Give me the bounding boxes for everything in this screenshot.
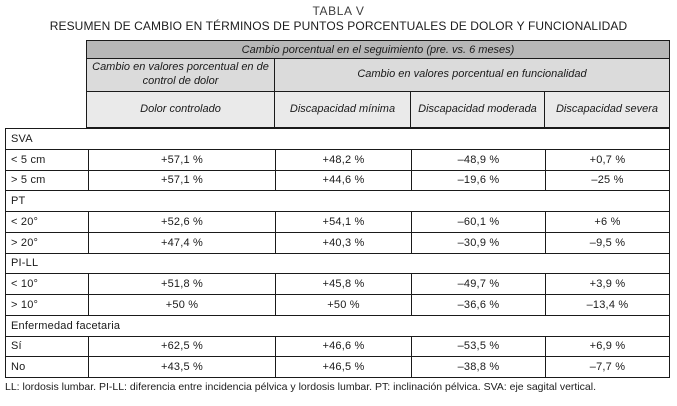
table-title: RESUMEN DE CAMBIO EN TÉRMINOS DE PUNTOS … xyxy=(49,19,628,33)
column-header-dolor-controlado: Dolor controlado xyxy=(140,102,221,115)
cell-discapacidad-minima: +45,8 % xyxy=(275,274,411,294)
table-row: < 5 cm +57,1 % +48,2 % –48,9 % +0,7 % xyxy=(6,148,669,170)
row-label: > 20° xyxy=(11,236,39,249)
cell-discapacidad-severa: –7,7 % xyxy=(545,357,669,377)
footnote: LL: lordosis lumbar. PI-LL: diferencia e… xyxy=(5,381,597,393)
cell-dolor-controlado: +51,8 % xyxy=(88,274,275,294)
row-label: > 5 cm xyxy=(11,174,46,187)
cell-dolor-controlado: +57,1 % xyxy=(88,149,275,170)
cell-discapacidad-minima: +50 % xyxy=(275,295,411,315)
cell-discapacidad-severa: +3,9 % xyxy=(545,274,669,294)
header-followup-span: Cambio porcentual en el seguimiento (pre… xyxy=(87,41,669,59)
cell-discapacidad-minima: +54,1 % xyxy=(275,212,411,232)
section-label: PI-LL xyxy=(11,257,39,270)
section-label: PT xyxy=(11,195,26,208)
header-group-row: Cambio en valores porcentual en de contr… xyxy=(87,59,669,92)
cell-discapacidad-moderada: –19,6 % xyxy=(411,170,545,191)
cell-discapacidad-moderada: –49,7 % xyxy=(411,274,545,294)
cell-dolor-controlado: +47,4 % xyxy=(88,232,275,253)
header-function-group: Cambio en valores porcentual en funciona… xyxy=(274,59,669,91)
cell-discapacidad-minima: +40,3 % xyxy=(275,232,411,253)
table-row: No +43,5 % +46,5 % –38,8 % –7,7 % xyxy=(6,356,669,377)
section-row-pt: PT xyxy=(6,190,669,211)
section-row-sva: SVA xyxy=(6,129,669,149)
cell-discapacidad-moderada: –36,6 % xyxy=(411,295,545,315)
header-pain-group: Cambio en valores porcentual en de contr… xyxy=(92,61,269,87)
cell-discapacidad-severa: –9,5 % xyxy=(545,232,669,253)
cell-discapacidad-severa: +0,7 % xyxy=(545,149,669,170)
row-label: < 5 cm xyxy=(11,153,46,166)
table-row: < 20° +52,6 % +54,1 % –60,1 % +6 % xyxy=(6,211,669,232)
table-row: > 5 cm +57,1 % +44,6 % –19,6 % –25 % xyxy=(6,169,669,191)
cell-discapacidad-moderada: –60,1 % xyxy=(411,212,545,232)
row-label: > 10° xyxy=(11,298,39,311)
table-number-title: TABLA V xyxy=(312,4,365,18)
row-label: No xyxy=(11,361,26,374)
table-row: > 10° +50 % +50 % –36,6 % –13,4 % xyxy=(6,294,669,315)
cell-discapacidad-minima: +46,5 % xyxy=(275,357,411,377)
cell-discapacidad-minima: +48,2 % xyxy=(275,149,411,170)
cell-discapacidad-severa: +6,9 % xyxy=(545,336,669,357)
table-row: > 20° +47,4 % +40,3 % –30,9 % –9,5 % xyxy=(6,231,669,253)
cell-discapacidad-minima: +44,6 % xyxy=(275,170,411,191)
section-label: Enfermedad facetaria xyxy=(11,319,121,332)
cell-dolor-controlado: +50 % xyxy=(88,295,275,315)
table-body: SVA < 5 cm +57,1 % +48,2 % –48,9 % +0,7 … xyxy=(5,128,670,378)
row-label: < 20° xyxy=(11,215,39,228)
cell-discapacidad-moderada: –48,9 % xyxy=(411,149,545,170)
cell-discapacidad-moderada: –30,9 % xyxy=(411,232,545,253)
cell-dolor-controlado: +57,1 % xyxy=(88,170,275,191)
table-header: Cambio porcentual en el seguimiento (pre… xyxy=(86,40,670,128)
row-label: < 10° xyxy=(11,278,39,291)
cell-discapacidad-moderada: –53,5 % xyxy=(411,336,545,357)
column-header-discapacidad-minima: Discapacidad mínima xyxy=(274,92,410,127)
cell-discapacidad-severa: +6 % xyxy=(545,212,669,232)
table-row: < 10° +51,8 % +45,8 % –49,7 % +3,9 % xyxy=(6,273,669,294)
header-columns-row: Dolor controlado Discapacidad mínima Dis… xyxy=(87,92,669,127)
section-row-facetaria: Enfermedad facetaria xyxy=(6,314,669,336)
section-row-pill: PI-LL xyxy=(6,252,669,274)
cell-dolor-controlado: +43,5 % xyxy=(88,357,275,377)
column-header-discapacidad-moderada: Discapacidad moderada xyxy=(410,92,544,127)
section-label: SVA xyxy=(11,132,33,145)
cell-dolor-controlado: +62,5 % xyxy=(88,336,275,357)
cell-discapacidad-severa: –25 % xyxy=(545,170,669,191)
cell-discapacidad-minima: +46,6 % xyxy=(275,336,411,357)
column-header-discapacidad-severa: Discapacidad severa xyxy=(544,92,669,127)
cell-dolor-controlado: +52,6 % xyxy=(88,212,275,232)
cell-discapacidad-moderada: –38,8 % xyxy=(411,357,545,377)
row-label: Sí xyxy=(11,340,22,353)
table-row: Sí +62,5 % +46,6 % –53,5 % +6,9 % xyxy=(6,335,669,357)
cell-discapacidad-severa: –13,4 % xyxy=(545,295,669,315)
